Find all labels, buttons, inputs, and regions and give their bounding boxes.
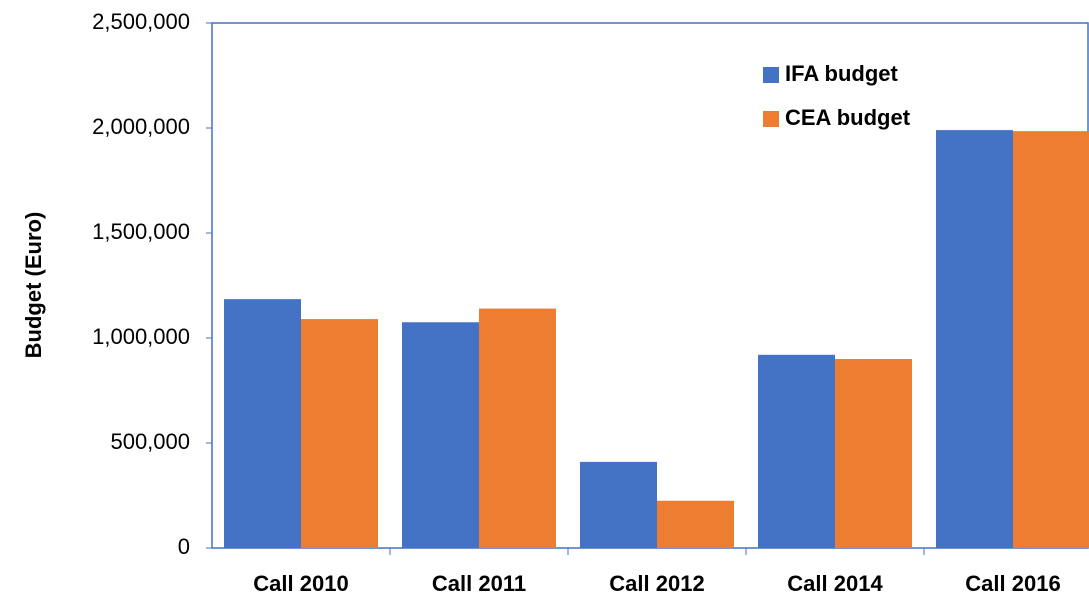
bar (402, 322, 479, 548)
y-axis-label: Budget (Euro) (21, 212, 46, 359)
legend-swatch (763, 67, 779, 83)
bar (479, 308, 556, 548)
legend-swatch (763, 111, 779, 127)
x-tick-label: Call 2014 (787, 571, 883, 596)
y-tick-label: 2,500,000 (92, 9, 190, 34)
y-tick-label: 1,000,000 (92, 324, 190, 349)
y-tick-label: 0 (178, 534, 190, 559)
legend-label: CEA budget (785, 105, 911, 130)
bar (936, 130, 1013, 548)
bar (835, 359, 912, 548)
x-tick-label: Call 2012 (609, 571, 704, 596)
y-tick-label: 500,000 (110, 429, 190, 454)
bar (301, 319, 378, 548)
bar (224, 299, 301, 548)
bar (657, 500, 734, 548)
x-tick-label: Call 2016 (965, 571, 1060, 596)
bar (758, 354, 835, 548)
legend-label: IFA budget (785, 61, 899, 86)
y-tick-label: 1,500,000 (92, 219, 190, 244)
bar (580, 461, 657, 548)
bar (1013, 131, 1089, 548)
y-tick-label: 2,000,000 (92, 114, 190, 139)
x-tick-label: Call 2011 (432, 571, 526, 596)
x-tick-label: Call 2010 (253, 571, 348, 596)
